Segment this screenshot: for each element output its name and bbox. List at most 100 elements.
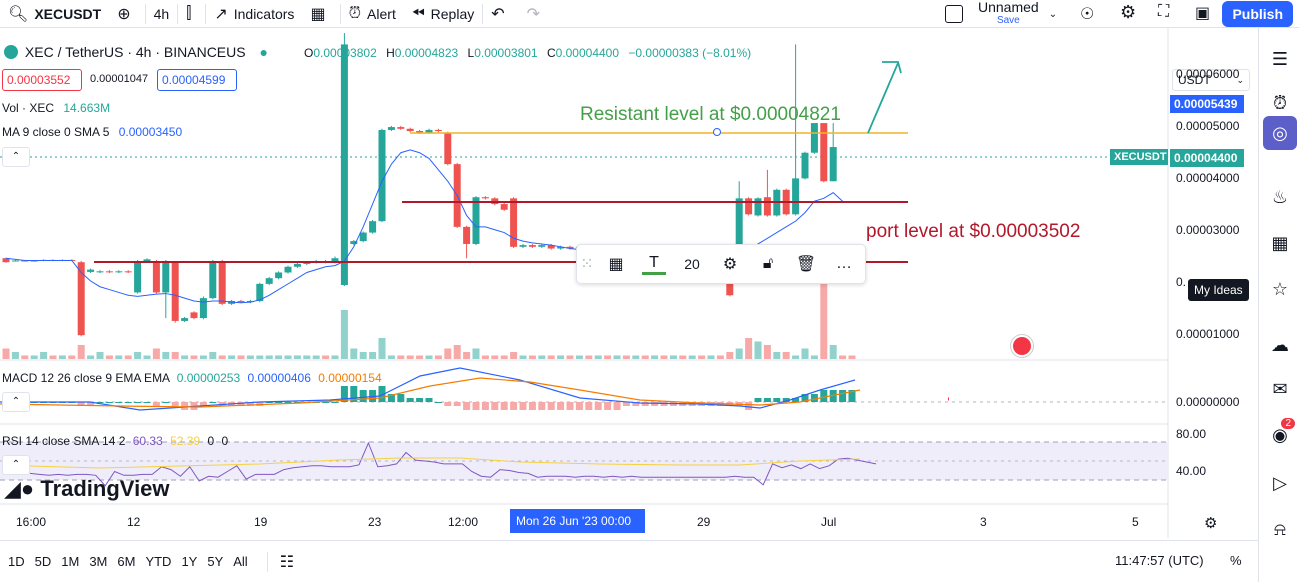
candle-body [369, 221, 377, 233]
volume-bar [303, 355, 311, 359]
watchlist-icon[interactable]: ☰ [1271, 48, 1289, 69]
line-width-button[interactable]: 20 [684, 256, 700, 272]
timezone-settings-icon[interactable]: ⚙ [1204, 515, 1218, 532]
macd-bar [528, 402, 536, 410]
candle-body [11, 260, 19, 262]
us-flag-icon[interactable] [1011, 335, 1033, 357]
date-range-icon[interactable]: ☷ [279, 553, 295, 571]
redo-button[interactable]: ↷ [519, 0, 554, 28]
candle-body [293, 263, 301, 267]
quick-search-icon[interactable]: ☉ [1080, 6, 1095, 23]
chart-type-button[interactable]: ⫿ [178, 0, 205, 28]
clock-label[interactable]: 11:47:57 (UTC) [1115, 553, 1204, 568]
macd-bar [829, 390, 837, 402]
volume-bar [275, 355, 283, 359]
macd-bar [848, 390, 856, 402]
publish-button[interactable]: Publish [1222, 1, 1293, 27]
low-value: 0.00003801 [474, 46, 538, 60]
alarm-clock-icon[interactable]: ⏰︎ [1272, 92, 1288, 113]
volume-bar [698, 355, 706, 359]
macd-bar [651, 402, 659, 406]
settings-gear-icon[interactable]: ⚙ [722, 256, 738, 273]
macd-bar [632, 402, 640, 406]
currency-select[interactable]: USDT ⌄ [1172, 69, 1250, 91]
candle-body [256, 283, 264, 301]
play-circle-icon[interactable]: ▷ [1273, 472, 1287, 493]
range-1m[interactable]: 1M [61, 554, 80, 569]
volume-bar [613, 355, 621, 359]
candle-body [96, 271, 104, 273]
macd-bar [425, 398, 433, 402]
macd-bar [171, 402, 179, 406]
drag-handle-icon[interactable]: ⁙ [580, 256, 594, 273]
range-3m[interactable]: 3M [89, 554, 108, 569]
resistance-annotation[interactable]: Resistant level at $0.00004821 [580, 104, 841, 125]
notifications-bell-icon[interactable]: ⍾ [1274, 518, 1286, 539]
templates-button[interactable]: ▦ [302, 0, 339, 28]
hotlists-fire-icon[interactable]: ♨ [1271, 186, 1289, 207]
macd-bar [246, 402, 254, 406]
interval-button[interactable]: 4h [146, 0, 178, 28]
candle-body [745, 198, 753, 215]
range-ytd[interactable]: YTD [145, 554, 172, 569]
price-label: 0.00005000 [1176, 119, 1240, 133]
candle-body [754, 198, 762, 216]
lock-icon[interactable]: 🔓︎ [762, 255, 774, 272]
chart-area[interactable]: XEC / TetherUS · 4h · BINANCEUS ● O0.000… [0, 28, 1258, 538]
chat-cloud-icon[interactable]: ☁ [1271, 334, 1289, 355]
templates-icon[interactable]: ▦ [608, 256, 624, 273]
range-1y[interactable]: 1Y [181, 554, 198, 569]
buy-button[interactable]: 0.00004599 [157, 69, 237, 91]
volume-bar [519, 355, 527, 359]
range-6m[interactable]: 6M [117, 554, 136, 569]
candle-body [115, 271, 123, 273]
chat-bubble-icon[interactable]: ✉ [1272, 378, 1288, 399]
fullscreen-icon[interactable]: ⛶ [1158, 3, 1170, 20]
plus-circle-icon: ⊕ [117, 5, 131, 23]
text-color-icon[interactable]: T [642, 254, 666, 275]
trash-icon[interactable]: 🗑︎ [795, 256, 817, 273]
line-handle[interactable] [713, 128, 721, 136]
sell-button[interactable]: 0.00003552 [2, 69, 82, 91]
volume-bar [679, 355, 687, 359]
macd-bar [820, 390, 828, 402]
volume-bar [181, 355, 189, 359]
volume-bar [369, 352, 377, 359]
volume-bar [669, 355, 677, 359]
undo-button[interactable]: ↶ [483, 0, 518, 28]
volume-bar [810, 355, 818, 359]
candle-body [820, 123, 828, 182]
range-5d[interactable]: 5D [34, 554, 52, 569]
range-5y[interactable]: 5Y [207, 554, 224, 569]
range-1d[interactable]: 1D [8, 554, 25, 569]
lightbulb-icon[interactable]: ☆ [1271, 278, 1289, 299]
camera-icon[interactable]: ▣ [1195, 5, 1211, 22]
more-icon[interactable]: … [836, 255, 852, 272]
data-window-icon[interactable]: ◎ [1263, 116, 1297, 150]
candle-body [538, 245, 546, 247]
percent-toggle[interactable]: % [1230, 553, 1242, 568]
volume-bar [416, 355, 424, 359]
change-value: −0.00000383 (−8.01%) [628, 46, 752, 60]
volume-bar [585, 355, 593, 359]
support-annotation[interactable]: port level at $0.00003502 [866, 221, 1081, 242]
indicators-button[interactable]: ↗ Indicators [206, 0, 302, 28]
volume-legend: Vol · XEC 14.663M [2, 101, 111, 115]
collapse-rsi-button[interactable]: ⌃ [2, 455, 30, 475]
compare-button[interactable]: ⊕ [109, 0, 144, 28]
alert-button[interactable]: ⏰︎ Alert [341, 0, 404, 28]
macd-bar [745, 402, 753, 410]
collapse-legend-button[interactable]: ⌃ [2, 147, 30, 167]
replay-button[interactable]: ⏪︎ Replay [404, 0, 482, 28]
layout-name-button[interactable]: Unnamed Save ⌄ [945, 0, 1057, 28]
collapse-macd-button[interactable]: ⌃ [2, 392, 30, 412]
streams-icon[interactable]: ◉ 2 [1269, 418, 1295, 446]
symbol-search[interactable]: 🔍︎ XECUSDT [0, 0, 109, 28]
macd-bar [792, 398, 800, 402]
range-all[interactable]: All [233, 554, 248, 569]
volume-bar [378, 338, 386, 359]
volume-bar [528, 355, 536, 359]
calendar-icon[interactable]: ▦ [1271, 232, 1289, 253]
gear-icon[interactable]: ⚙ [1120, 2, 1137, 22]
arrow-line[interactable] [867, 62, 899, 134]
